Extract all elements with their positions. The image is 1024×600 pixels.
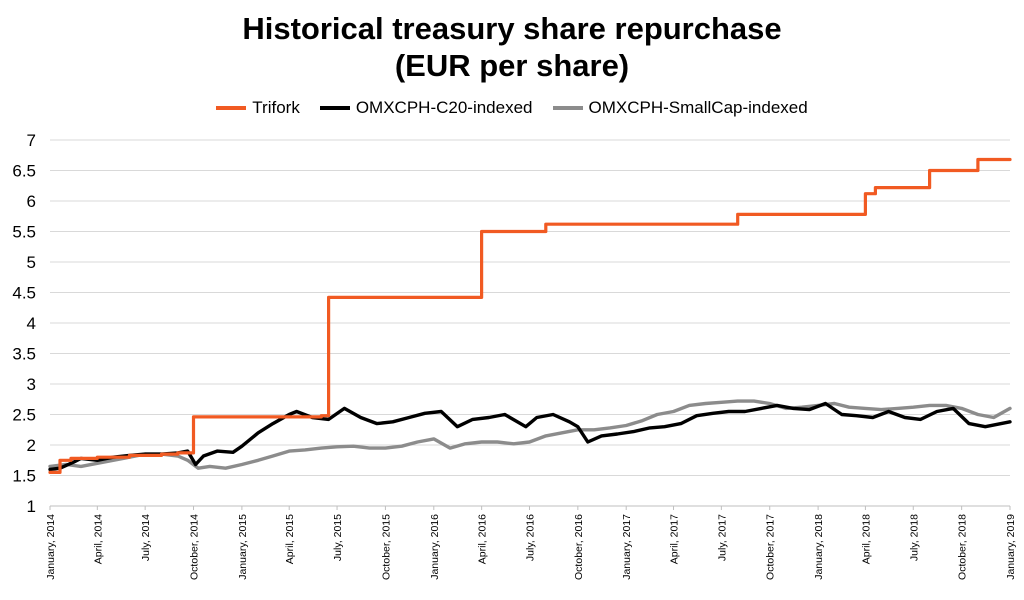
legend-item-smallcap: OMXCPH-SmallCap-indexed	[552, 98, 808, 118]
y-tick-label: 2.5	[12, 406, 36, 425]
x-tick-label: January, 2014	[45, 514, 57, 580]
legend-swatch-smallcap	[552, 106, 583, 110]
x-tick-label: October, 2016	[573, 514, 585, 580]
chart-title-line-2: (EUR per share)	[394, 48, 630, 83]
legend-item-trifork: Trifork	[216, 98, 300, 118]
x-tick-label: April, 2015	[284, 514, 296, 564]
x-tick-label: July, 2014	[140, 514, 152, 561]
x-tick-label: April, 2014	[92, 514, 104, 564]
y-tick-label: 6.5	[12, 162, 36, 181]
x-tick-label: July, 2016	[524, 514, 536, 561]
x-tick-label: April, 2016	[477, 514, 489, 564]
legend-item-c20: OMXCPH-C20-indexed	[319, 98, 533, 118]
y-tick-label: 1	[27, 497, 36, 516]
x-tick-label: July, 2015	[332, 514, 344, 561]
y-tick-label: 4.5	[12, 284, 36, 303]
legend-swatch-trifork	[216, 106, 247, 110]
x-tick-label: January, 2015	[237, 514, 249, 580]
x-tick-label: April, 2018	[860, 514, 872, 564]
chart-title-line-1: Historical treasury share repurchase	[242, 11, 782, 46]
x-tick-label: October, 2018	[957, 514, 969, 580]
x-tick-label: January, 2018	[813, 514, 825, 580]
x-tick-label: April, 2017	[669, 514, 681, 564]
legend-label-c20: OMXCPH-C20-indexed	[355, 98, 533, 117]
x-tick-label: October, 2015	[380, 514, 392, 580]
y-tick-label: 4	[27, 314, 36, 333]
y-tick-label: 3.5	[12, 345, 36, 364]
x-tick-label: July, 2017	[716, 514, 728, 561]
y-tick-label: 5	[27, 253, 36, 272]
y-tick-label: 7	[27, 131, 36, 150]
legend-swatch-c20	[319, 106, 350, 110]
y-tick-label: 3	[27, 375, 36, 394]
x-tick-label: January, 2019	[1005, 514, 1017, 580]
legend-label-smallcap: OMXCPH-SmallCap-indexed	[588, 98, 808, 117]
omxcph-c20-indexed-line	[48, 401, 1012, 472]
y-tick-label: 6	[27, 192, 36, 211]
y-tick-label: 1.5	[12, 467, 36, 486]
legend-label-trifork: Trifork	[252, 98, 300, 117]
trifork-line	[48, 157, 1012, 474]
x-tick-label: July, 2018	[908, 514, 920, 561]
chart-legend: Trifork OMXCPH-C20-indexed OMXCPH-SmallC…	[0, 96, 1024, 120]
omxcph-smallcap-indexed-line	[48, 399, 1012, 470]
x-tick-label: January, 2016	[429, 514, 441, 580]
y-tick-label: 5.5	[12, 223, 36, 242]
x-tick-label: October, 2017	[765, 514, 777, 580]
x-tick-label: October, 2014	[189, 514, 201, 580]
chart-title: Historical treasury share repurchase (EU…	[0, 10, 1024, 84]
x-tick-label: January, 2017	[621, 514, 633, 580]
y-tick-label: 2	[27, 436, 36, 455]
